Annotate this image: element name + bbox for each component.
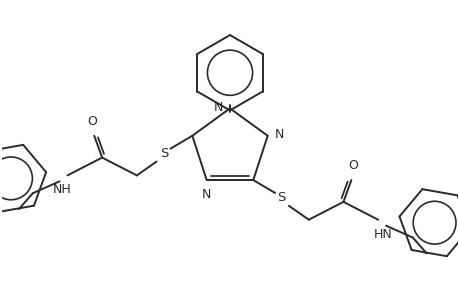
Text: S: S <box>160 147 168 160</box>
Text: S: S <box>276 191 285 204</box>
Text: O: O <box>87 115 97 128</box>
Text: O: O <box>347 159 358 172</box>
Text: N: N <box>202 188 211 201</box>
Text: HN: HN <box>373 228 392 241</box>
Text: NH: NH <box>53 183 72 196</box>
Text: N: N <box>274 128 283 141</box>
Text: N: N <box>213 101 223 114</box>
